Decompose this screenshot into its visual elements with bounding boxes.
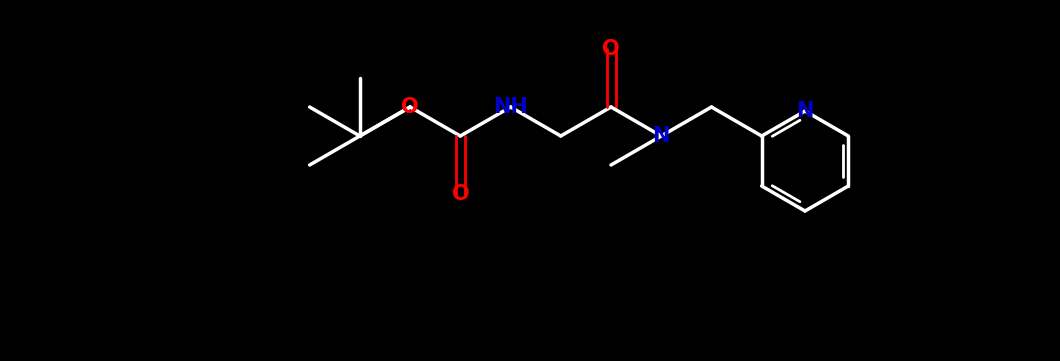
Text: NH: NH — [493, 97, 528, 117]
Text: N: N — [653, 126, 670, 146]
Text: O: O — [402, 97, 419, 117]
Text: O: O — [602, 39, 620, 59]
Text: O: O — [452, 184, 470, 204]
Text: N: N — [796, 101, 814, 121]
